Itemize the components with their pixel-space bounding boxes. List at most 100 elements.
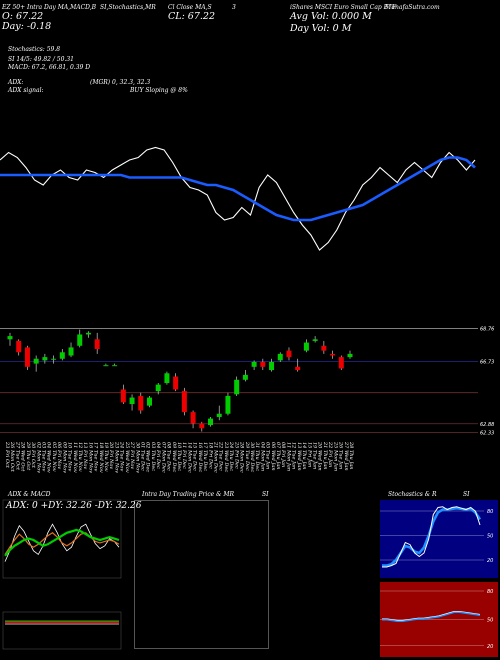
day-change-readout: Day: -0.18: [2, 21, 52, 32]
si-readout: SI 14/5: 49.82 / 50.31: [8, 56, 74, 63]
candle-body: [7, 336, 13, 340]
adx-readout: ADX: 0 +DY: 32.26 -DY: 32.26: [6, 501, 142, 511]
macd-frame: [2, 611, 122, 650]
adx-values: (MGR) 0, 32.3, 32.3: [90, 79, 151, 86]
date-label: 18 Wed Nov: [98, 442, 104, 473]
date-label: 04 Fri Dec: [155, 442, 161, 469]
adx-signal-label: ADX signal:: [8, 87, 44, 94]
candle-body: [51, 358, 57, 360]
date-label: 10 Tue Nov: [67, 442, 73, 471]
candle-body: [234, 379, 240, 395]
candle-body: [312, 339, 318, 341]
date-label: 04 Mon Jan: [259, 442, 265, 471]
intraday-panel: [134, 500, 269, 649]
candle-body: [251, 361, 257, 367]
date-label: 02 Mon Nov: [35, 442, 41, 473]
date-label: 25 Wed Nov: [124, 441, 130, 473]
date-label: 16 Mon Nov: [87, 442, 93, 473]
date-label: 27 Wed Jan: [343, 441, 349, 471]
price-level-label: 62.88: [480, 422, 494, 428]
rsi-level-label: 80: [487, 589, 493, 595]
date-label: 03 Thu Dec: [150, 442, 156, 471]
candle-body: [103, 365, 109, 367]
stoch-level-label: 50: [487, 534, 493, 540]
date-label: 16 Wed Dec: [197, 442, 203, 472]
date-label: 08 Tue Dec: [166, 442, 172, 471]
candle-body: [330, 353, 336, 356]
date-label: 30 Mon Nov: [134, 442, 140, 473]
candlestick-chart: 68.76 66.73 62.88 62.33: [0, 327, 494, 437]
candle-body: [164, 373, 170, 383]
date-label: 30 Fri Oct: [30, 442, 36, 469]
macd-panel: [2, 611, 122, 650]
date-label: 25 Mon Jan: [332, 441, 338, 471]
adx-signal-value: BUY Sloping @ 8%: [130, 87, 188, 94]
date-label: 30 Wed Dec: [249, 442, 255, 472]
open-readout: O: 67.22: [2, 11, 44, 22]
header-row1-d: 3: [232, 4, 236, 11]
date-label: 01 Tue Dec: [140, 442, 146, 471]
header-row1-a: EZ 50+ Intra Day MA,MACD,B: [2, 4, 97, 11]
rsi-line: [382, 611, 481, 622]
candle-body: [112, 365, 118, 367]
date-label: 19 Thu Nov: [103, 442, 109, 472]
ma-line: [0, 156, 476, 222]
intraday-si: SI: [262, 491, 269, 498]
candle-body: [338, 357, 344, 369]
candle-body: [260, 361, 266, 367]
date-label: 20 Wed Jan: [317, 441, 323, 471]
date-label: 18 Fri Dec: [207, 442, 213, 469]
close-readout: CL: 67.22: [168, 11, 215, 22]
price-level-label: 62.33: [480, 431, 494, 437]
date-label: 07 Thu Jan: [275, 442, 281, 470]
date-label: 22 Tue Dec: [218, 441, 224, 471]
candle-body: [85, 332, 91, 335]
header-row1-f: MunafaSutra.com: [385, 4, 440, 11]
date-label: 10 Thu Dec: [176, 442, 182, 471]
date-label: 21 Thu Jan: [322, 441, 328, 470]
candle-body: [173, 376, 179, 390]
date-label: 05 Thu Nov: [51, 442, 57, 472]
date-label: 31 Thu Dec: [254, 442, 260, 471]
date-label: 09 Wed Dec: [171, 442, 177, 472]
date-label: 26 Tue Jan: [338, 441, 344, 469]
header-row1-b: SI,Stochastics,MR: [100, 4, 156, 11]
date-label: 07 Mon Dec: [160, 442, 166, 473]
date-label: 06 Fri Nov: [56, 442, 62, 469]
stoch-level-label: 80: [487, 509, 493, 515]
rsi-panel: 80 50 20: [380, 582, 498, 657]
candle-body: [129, 397, 135, 405]
candle-body: [199, 423, 205, 429]
candle-body: [59, 352, 65, 359]
adx-panel: [2, 499, 122, 579]
date-label: 29 Thu Oct: [25, 441, 31, 471]
candle-body: [277, 353, 283, 361]
date-label: 04 Wed Nov: [46, 442, 52, 473]
stoch-level-label: 20: [487, 558, 493, 564]
candle-body: [242, 374, 248, 380]
date-label: 28 Thu Jan: [348, 441, 354, 470]
candle-body: [303, 342, 309, 351]
price-level-label: 66.73: [480, 359, 494, 365]
candle-body: [77, 334, 83, 346]
candle-body: [286, 350, 292, 358]
date-axis: 23 Fri Oct 26 Mon Oct 27 Tue Oct 28 Wed Oct…: [4, 441, 354, 473]
candle-body: [269, 361, 275, 371]
adx-label: ADX:: [8, 79, 24, 86]
date-label: 19 Tue Jan: [312, 442, 318, 469]
date-label: 28 Mon Dec: [239, 441, 245, 473]
date-label: 21 Mon Dec: [213, 441, 219, 473]
date-label: 13 Wed Jan: [296, 442, 302, 471]
stochastics-readout: Stochastics: 59.8: [8, 46, 61, 53]
ma-chart: [0, 146, 476, 251]
candle-body: [155, 384, 161, 392]
date-label: 20 Fri Nov: [108, 441, 114, 469]
date-label: 22 Fri Jan: [327, 441, 333, 467]
date-label: 09 Mon Nov: [61, 442, 67, 473]
candle-body: [68, 347, 74, 356]
header-row1-e: iShares MSCI Euro Small Cap ETF: [290, 4, 397, 11]
date-label: 29 Tue Dec: [244, 441, 250, 471]
stoch-k-line: [382, 506, 481, 568]
date-label: 25 Fri Dec: [233, 441, 239, 469]
date-label: 14 Thu Jan: [301, 442, 307, 470]
